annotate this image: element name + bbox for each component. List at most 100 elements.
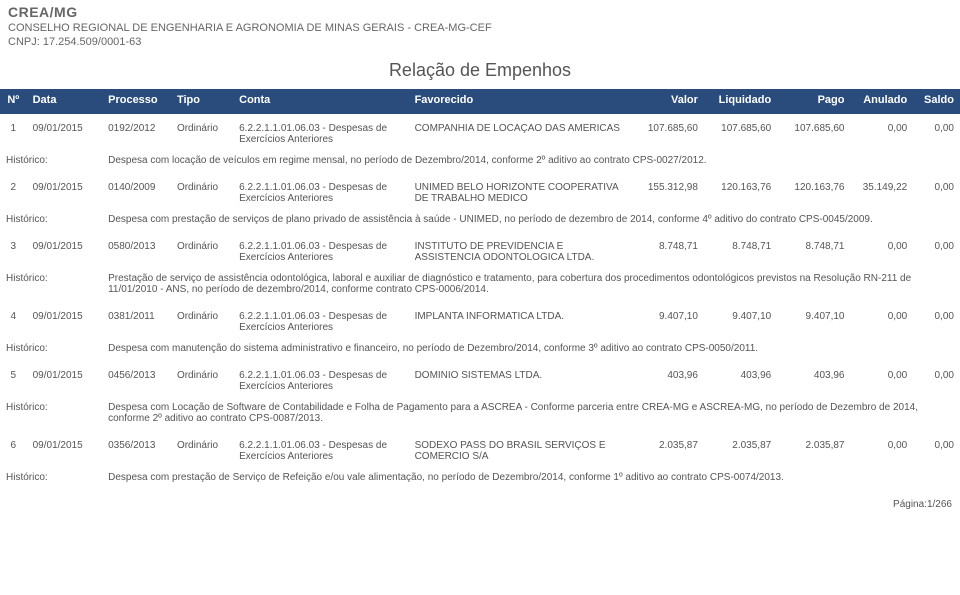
cell-valor: 2.035,87	[631, 431, 704, 466]
cell-saldo: 0,00	[913, 302, 960, 337]
historico-row: Histórico:Despesa com prestação de servi…	[0, 208, 960, 232]
historico-row: Histórico:Despesa com manutenção do sist…	[0, 337, 960, 361]
cell-saldo: 0,00	[913, 431, 960, 466]
cell-liquidado: 8.748,71	[704, 232, 777, 267]
cell-pago: 403,96	[777, 361, 850, 396]
table-header: Nº Data Processo Tipo Conta Favorecido V…	[0, 89, 960, 114]
cell-anulado: 0,00	[850, 361, 913, 396]
table-row: 209/01/20150140/2009Ordinário6.2.2.1.1.0…	[0, 173, 960, 208]
org-desc: CONSELHO REGIONAL DE ENGENHARIA E AGRONO…	[8, 22, 952, 34]
cell-data: 09/01/2015	[27, 361, 103, 396]
col-n: Nº	[0, 89, 27, 114]
historico-text: Despesa com prestação de serviços de pla…	[102, 208, 960, 232]
historico-text: Despesa com Locação de Software de Conta…	[102, 396, 960, 431]
cell-processo: 0580/2013	[102, 232, 171, 267]
col-pago: Pago	[777, 89, 850, 114]
col-processo: Processo	[102, 89, 171, 114]
cell-liquidado: 2.035,87	[704, 431, 777, 466]
table-row: 609/01/20150356/2013Ordinário6.2.2.1.1.0…	[0, 431, 960, 466]
cell-saldo: 0,00	[913, 361, 960, 396]
page-footer: Página:1/266	[0, 487, 960, 514]
cell-n: 3	[0, 232, 27, 267]
cell-anulado: 0,00	[850, 114, 913, 149]
cell-anulado: 35.149,22	[850, 173, 913, 208]
col-anulado: Anulado	[850, 89, 913, 114]
cell-data: 09/01/2015	[27, 302, 103, 337]
cell-liquidado: 403,96	[704, 361, 777, 396]
cell-pago: 8.748,71	[777, 232, 850, 267]
cell-favorecido: DOMINIO SISTEMAS LTDA.	[409, 361, 631, 396]
cell-favorecido: INSTITUTO DE PREVIDENCIA E ASSISTENCIA O…	[409, 232, 631, 267]
cell-tipo: Ordinário	[171, 361, 233, 396]
historico-row: Histórico:Despesa com Locação de Softwar…	[0, 396, 960, 431]
cell-pago: 9.407,10	[777, 302, 850, 337]
historico-text: Despesa com locação de veículos em regim…	[102, 149, 960, 173]
cell-anulado: 0,00	[850, 232, 913, 267]
cell-liquidado: 120.163,76	[704, 173, 777, 208]
cell-pago: 2.035,87	[777, 431, 850, 466]
cell-processo: 0192/2012	[102, 114, 171, 149]
cell-tipo: Ordinário	[171, 431, 233, 466]
col-liquidado: Liquidado	[704, 89, 777, 114]
cell-data: 09/01/2015	[27, 173, 103, 208]
cell-conta: 6.2.2.1.1.01.06.03 - Despesas de Exercíc…	[233, 302, 408, 337]
cell-data: 09/01/2015	[27, 114, 103, 149]
empenhos-table: Nº Data Processo Tipo Conta Favorecido V…	[0, 89, 960, 487]
cell-pago: 107.685,60	[777, 114, 850, 149]
historico-label: Histórico:	[0, 396, 102, 431]
cell-processo: 0356/2013	[102, 431, 171, 466]
cell-liquidado: 107.685,60	[704, 114, 777, 149]
historico-text: Despesa com manutenção do sistema admini…	[102, 337, 960, 361]
table-row: 309/01/20150580/2013Ordinário6.2.2.1.1.0…	[0, 232, 960, 267]
cell-data: 09/01/2015	[27, 232, 103, 267]
col-favorecido: Favorecido	[409, 89, 631, 114]
table-row: 409/01/20150381/2011Ordinário6.2.2.1.1.0…	[0, 302, 960, 337]
cell-n: 5	[0, 361, 27, 396]
cell-favorecido: COMPANHIA DE LOCAÇAO DAS AMERICAS	[409, 114, 631, 149]
table-row: 509/01/20150456/2013Ordinário6.2.2.1.1.0…	[0, 361, 960, 396]
table-row: 109/01/20150192/2012Ordinário6.2.2.1.1.0…	[0, 114, 960, 149]
cell-n: 1	[0, 114, 27, 149]
org-name: CREA/MG	[8, 4, 952, 20]
cell-processo: 0456/2013	[102, 361, 171, 396]
col-saldo: Saldo	[913, 89, 960, 114]
historico-label: Histórico:	[0, 208, 102, 232]
cell-valor: 8.748,71	[631, 232, 704, 267]
col-valor: Valor	[631, 89, 704, 114]
cell-valor: 155.312,98	[631, 173, 704, 208]
org-cnpj: CNPJ: 17.254.509/0001-63	[8, 36, 952, 48]
cell-n: 2	[0, 173, 27, 208]
cell-valor: 403,96	[631, 361, 704, 396]
cell-processo: 0140/2009	[102, 173, 171, 208]
cell-liquidado: 9.407,10	[704, 302, 777, 337]
cell-processo: 0381/2011	[102, 302, 171, 337]
historico-text: Despesa com prestação de Serviço de Refe…	[102, 466, 960, 487]
historico-label: Histórico:	[0, 466, 102, 487]
cell-tipo: Ordinário	[171, 232, 233, 267]
cell-favorecido: UNIMED BELO HORIZONTE COOPERATIVA DE TRA…	[409, 173, 631, 208]
cell-conta: 6.2.2.1.1.01.06.03 - Despesas de Exercíc…	[233, 431, 408, 466]
col-tipo: Tipo	[171, 89, 233, 114]
report-title: Relação de Empenhos	[0, 60, 960, 81]
cell-saldo: 0,00	[913, 232, 960, 267]
cell-saldo: 0,00	[913, 173, 960, 208]
cell-valor: 107.685,60	[631, 114, 704, 149]
cell-n: 6	[0, 431, 27, 466]
org-header: CREA/MG CONSELHO REGIONAL DE ENGENHARIA …	[0, 0, 960, 50]
cell-n: 4	[0, 302, 27, 337]
col-data: Data	[27, 89, 103, 114]
historico-row: Histórico:Prestação de serviço de assist…	[0, 267, 960, 302]
historico-label: Histórico:	[0, 149, 102, 173]
cell-valor: 9.407,10	[631, 302, 704, 337]
cell-conta: 6.2.2.1.1.01.06.03 - Despesas de Exercíc…	[233, 232, 408, 267]
cell-anulado: 0,00	[850, 302, 913, 337]
cell-saldo: 0,00	[913, 114, 960, 149]
cell-tipo: Ordinário	[171, 302, 233, 337]
cell-favorecido: IMPLANTA INFORMATICA LTDA.	[409, 302, 631, 337]
historico-label: Histórico:	[0, 337, 102, 361]
cell-data: 09/01/2015	[27, 431, 103, 466]
cell-tipo: Ordinário	[171, 173, 233, 208]
cell-conta: 6.2.2.1.1.01.06.03 - Despesas de Exercíc…	[233, 361, 408, 396]
cell-favorecido: SODEXO PASS DO BRASIL SERVIÇOS E COMERCI…	[409, 431, 631, 466]
table-body: 109/01/20150192/2012Ordinário6.2.2.1.1.0…	[0, 114, 960, 487]
